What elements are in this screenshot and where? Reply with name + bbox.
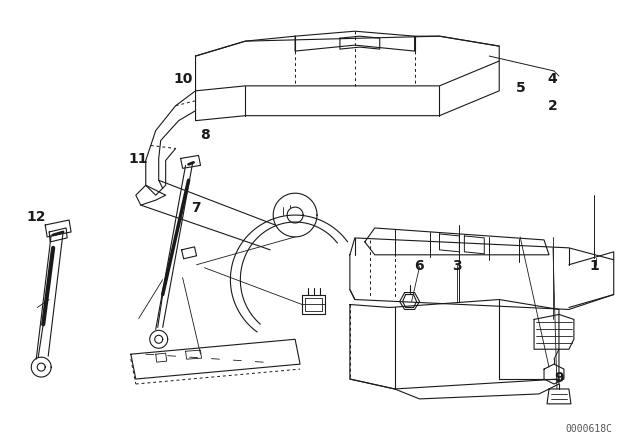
- Text: 3: 3: [452, 259, 462, 273]
- Text: 2: 2: [548, 99, 557, 113]
- Text: 9: 9: [554, 370, 564, 384]
- Text: 10: 10: [173, 72, 193, 86]
- Text: 4: 4: [548, 72, 557, 86]
- Text: 5: 5: [516, 81, 525, 95]
- Text: 6: 6: [414, 259, 424, 273]
- Text: 12: 12: [27, 210, 46, 224]
- Text: 8: 8: [200, 128, 210, 142]
- Text: 0000618C: 0000618C: [565, 424, 612, 434]
- Text: 11: 11: [129, 152, 148, 167]
- Text: 1: 1: [589, 259, 599, 273]
- Text: 7: 7: [191, 202, 200, 215]
